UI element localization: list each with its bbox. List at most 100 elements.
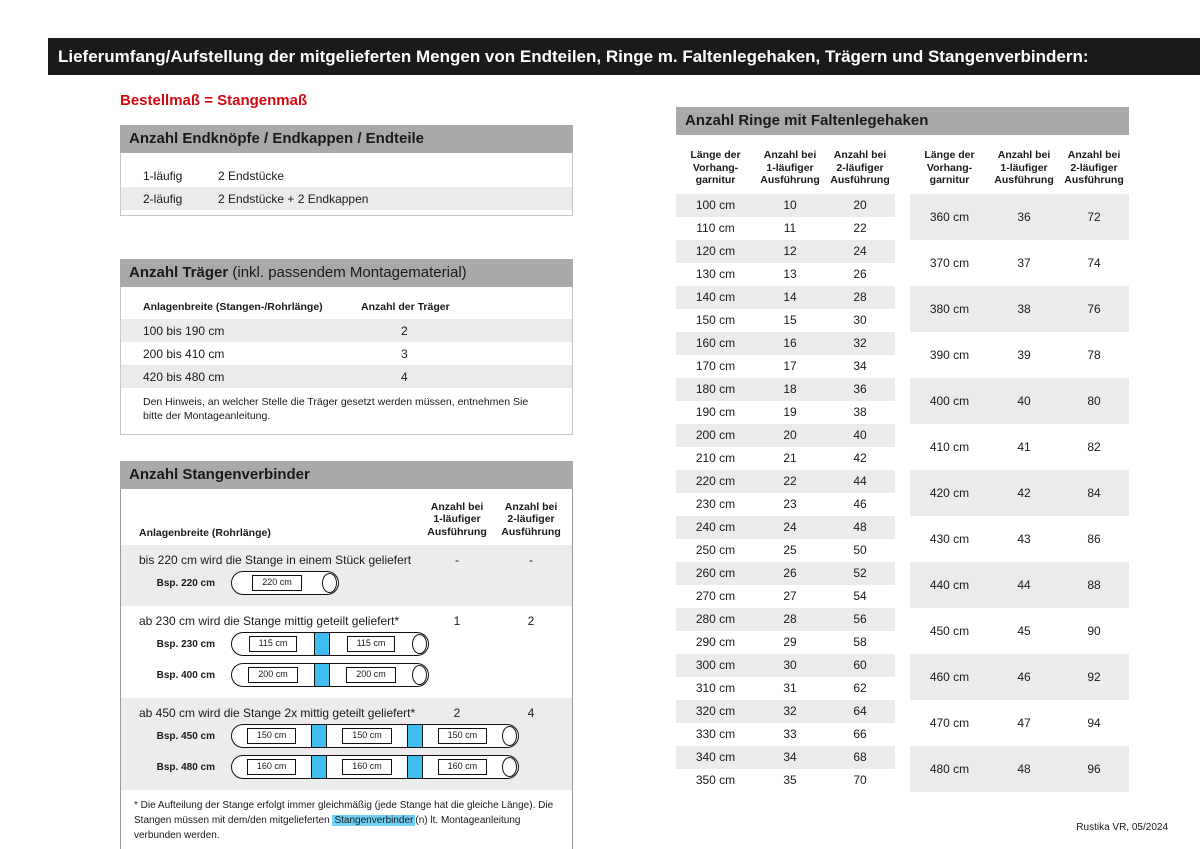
- garnitur-length: 290 cm: [695, 635, 736, 650]
- ring-col-two-track: Anzahl bei 2-läufiger Ausführung: [1064, 149, 1124, 187]
- rings-one-track-count: 29: [783, 635, 797, 650]
- example-label: Bsp. 480 cm: [156, 761, 215, 773]
- verbinder-count-one-track: 1: [453, 613, 461, 628]
- endteile-table-wrap: 1-läufig 2 Endstücke 2-läufig 2 Endstück…: [120, 153, 573, 216]
- rod-diagram: 160 cm 160 cm 160 cm: [231, 755, 519, 779]
- endteile-row: 2-läufig 2 Endstücke + 2 Endkappen: [121, 187, 572, 210]
- garnitur-length: 380 cm: [929, 301, 970, 316]
- verbinder-col-one-track: Anzahl bei 1-läufiger Ausführung: [427, 500, 487, 538]
- rings-two-track-count: 44: [853, 474, 867, 489]
- ring-row: 290 cm 29 58: [676, 631, 895, 654]
- rings-two-track-count: 22: [853, 221, 867, 236]
- rod-connector: [314, 664, 330, 686]
- rod-example-row: Bsp. 220 cm 220 cm: [121, 568, 572, 599]
- garnitur-length: 390 cm: [929, 347, 970, 362]
- ring-row: 140 cm 14 28: [676, 285, 895, 309]
- footnote-text-post: (n) lt. Montageanleitung verbunden werde…: [134, 814, 521, 841]
- traeger-table-body: 100 bis 190 cm 2 200 bis 410 cm 3 420 bi…: [121, 319, 572, 388]
- rings-two-track-count: 32: [853, 336, 867, 351]
- rings-two-track-count: 70: [853, 773, 867, 788]
- rings-one-track-count: 42: [1017, 485, 1031, 500]
- ring-col-length: Länge der Vorhang- garnitur: [924, 149, 975, 187]
- garnitur-length: 120 cm: [695, 244, 736, 259]
- garnitur-length: 340 cm: [695, 750, 736, 765]
- rod-endcap-icon: [412, 634, 427, 654]
- section-traeger: Anzahl Träger (inkl. passendem Montagema…: [120, 259, 573, 435]
- rings-one-track-count: 21: [783, 451, 797, 466]
- segment-length-label: 160 cm: [246, 759, 297, 775]
- garnitur-length: 440 cm: [929, 577, 970, 592]
- ring-row: 280 cm 28 56: [676, 607, 895, 631]
- rings-one-track-count: 43: [1017, 531, 1031, 546]
- rings-one-track-count: 19: [783, 405, 797, 420]
- endteile-section-title: Anzahl Endknöpfe / Endkappen / Endteile: [129, 130, 425, 147]
- garnitur-length: 360 cm: [929, 209, 970, 224]
- ring-row: 380 cm 38 76: [910, 285, 1129, 332]
- rod-segment: 115 cm: [330, 636, 412, 652]
- endteile-section-header: Anzahl Endknöpfe / Endkappen / Endteile: [120, 125, 573, 153]
- rings-two-track-count: 54: [853, 589, 867, 604]
- rod-connector: [406, 725, 423, 747]
- rings-one-track-count: 45: [1017, 623, 1031, 638]
- section-endteile: Anzahl Endknöpfe / Endkappen / Endteile …: [120, 125, 573, 216]
- rod-diagram: 220 cm: [231, 571, 339, 595]
- rings-one-track-count: 23: [783, 497, 797, 512]
- traeger-table: Anlagenbreite (Stangen-/Rohrlänge) Anzah…: [121, 295, 572, 388]
- ring-table-1: Länge der Vorhang- garnitur Anzahl bei 1…: [676, 145, 895, 792]
- endteile-value: 2 Endstücke + 2 Endkappen: [218, 191, 369, 206]
- rings-one-track-count: 27: [783, 589, 797, 604]
- rod-diagram: 150 cm 150 cm 150 cm: [231, 724, 519, 748]
- rings-two-track-count: 78: [1087, 347, 1101, 362]
- rod-example-row: Bsp. 230 cm 115 cm 115 cm: [121, 629, 572, 660]
- ring-row: 310 cm 31 62: [676, 677, 895, 700]
- traeger-section-title: Anzahl Träger: [129, 264, 229, 281]
- garnitur-length: 330 cm: [695, 727, 736, 742]
- rings-two-track-count: 34: [853, 359, 867, 374]
- rings-two-track-count: 68: [853, 750, 867, 765]
- ring-row: 440 cm 44 88: [910, 561, 1129, 608]
- ring-row: 320 cm 32 64: [676, 699, 895, 723]
- rings-one-track-count: 22: [783, 474, 797, 489]
- rings-one-track-count: 48: [1017, 761, 1031, 776]
- ring-row: 480 cm 48 96: [910, 745, 1129, 792]
- rings-two-track-count: 36: [853, 382, 867, 397]
- ring-row: 460 cm 46 92: [910, 653, 1129, 700]
- rod-connector: [311, 756, 328, 778]
- example-label: Bsp. 230 cm: [156, 638, 215, 650]
- garnitur-length: 300 cm: [695, 658, 736, 673]
- traeger-section-header: Anzahl Träger (inkl. passendem Montagema…: [120, 259, 573, 287]
- rings-one-track-count: 25: [783, 543, 797, 558]
- segment-length-label: 150 cm: [437, 728, 488, 744]
- ring-row: 350 cm 35 70: [676, 769, 895, 792]
- segment-length-label: 150 cm: [246, 728, 297, 744]
- rod-example-row: Bsp. 480 cm 160 cm 160 cm 160 cm: [121, 752, 572, 783]
- garnitur-length: 140 cm: [695, 290, 736, 305]
- rings-one-track-count: 46: [1017, 669, 1031, 684]
- ring-table-2-body: 360 cm 36 72 370 cm 37 74 380 cm 38 76 3…: [910, 193, 1129, 792]
- rings-two-track-count: 52: [853, 566, 867, 581]
- left-column: Bestellmaß = Stangenmaß Anzahl Endknöpfe…: [120, 92, 573, 849]
- ring-row: 230 cm 23 46: [676, 493, 895, 516]
- rod-endcap-icon: [501, 757, 517, 777]
- rod-segment: 115 cm: [232, 636, 314, 652]
- rod-connector: [314, 633, 330, 655]
- verbinder-count-two-track: 4: [527, 705, 535, 720]
- ring-row: 410 cm 41 82: [910, 424, 1129, 470]
- verbinder-col-width: Anlagenbreite (Rohrlänge): [139, 526, 271, 539]
- rings-two-track-count: 42: [853, 451, 867, 466]
- rings-two-track-count: 58: [853, 635, 867, 650]
- garnitur-length: 200 cm: [695, 428, 736, 443]
- rod-segment: 200 cm: [232, 667, 314, 683]
- rings-one-track-count: 35: [783, 773, 797, 788]
- garnitur-length: 100 cm: [695, 198, 736, 213]
- rings-two-track-count: 28: [853, 290, 867, 305]
- rod-example-row: Bsp. 450 cm 150 cm 150 cm 150 cm: [121, 721, 572, 752]
- traeger-count: 2: [401, 323, 408, 338]
- rings-two-track-count: 90: [1087, 623, 1101, 638]
- rod-connector: [406, 756, 423, 778]
- ring-row: 450 cm 45 90: [910, 608, 1129, 654]
- width-range: 100 bis 190 cm: [143, 323, 225, 338]
- rings-two-track-count: 74: [1087, 255, 1101, 270]
- rings-two-track-count: 86: [1087, 531, 1101, 546]
